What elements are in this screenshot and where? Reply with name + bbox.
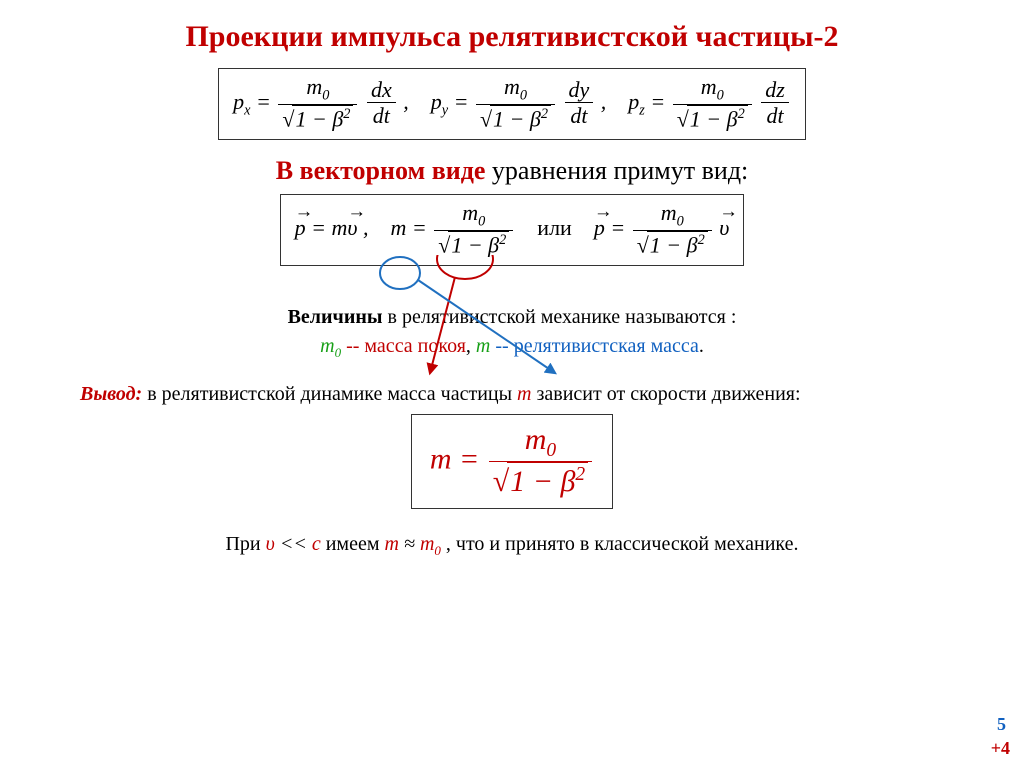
mass-definitions: m0 -- масса покоя, m -- релятивистская м… — [50, 335, 974, 361]
slide-title: Проекции импульса релятивистской частицы… — [50, 20, 974, 54]
plus-four-badge: +4 — [991, 738, 1010, 759]
vector-formulas: p = mυ , m = m0 √1 − β2 или p = m0 √1 − … — [50, 194, 974, 266]
mass-formula: m = m0 √1 − β2 — [50, 414, 974, 509]
page-number: 5 — [997, 714, 1006, 735]
projection-formulas: px = m0 √1 − β2 dx dt , py = m0 √1 − β2 … — [50, 68, 974, 140]
py-lhs: py — [431, 89, 448, 114]
vector-heading: В векторном виде уравнения примут вид: — [50, 156, 974, 186]
classical-limit: При υ << c имеем m ≈ m0 , что и принято … — [50, 533, 974, 559]
conclusion-text: Вывод: в релятивистской динамике масса ч… — [80, 383, 944, 406]
px-lhs: px — [233, 89, 250, 114]
quantities-caption: Величины в релятивистской механике назыв… — [50, 306, 974, 329]
pz-lhs: pz — [628, 89, 645, 114]
